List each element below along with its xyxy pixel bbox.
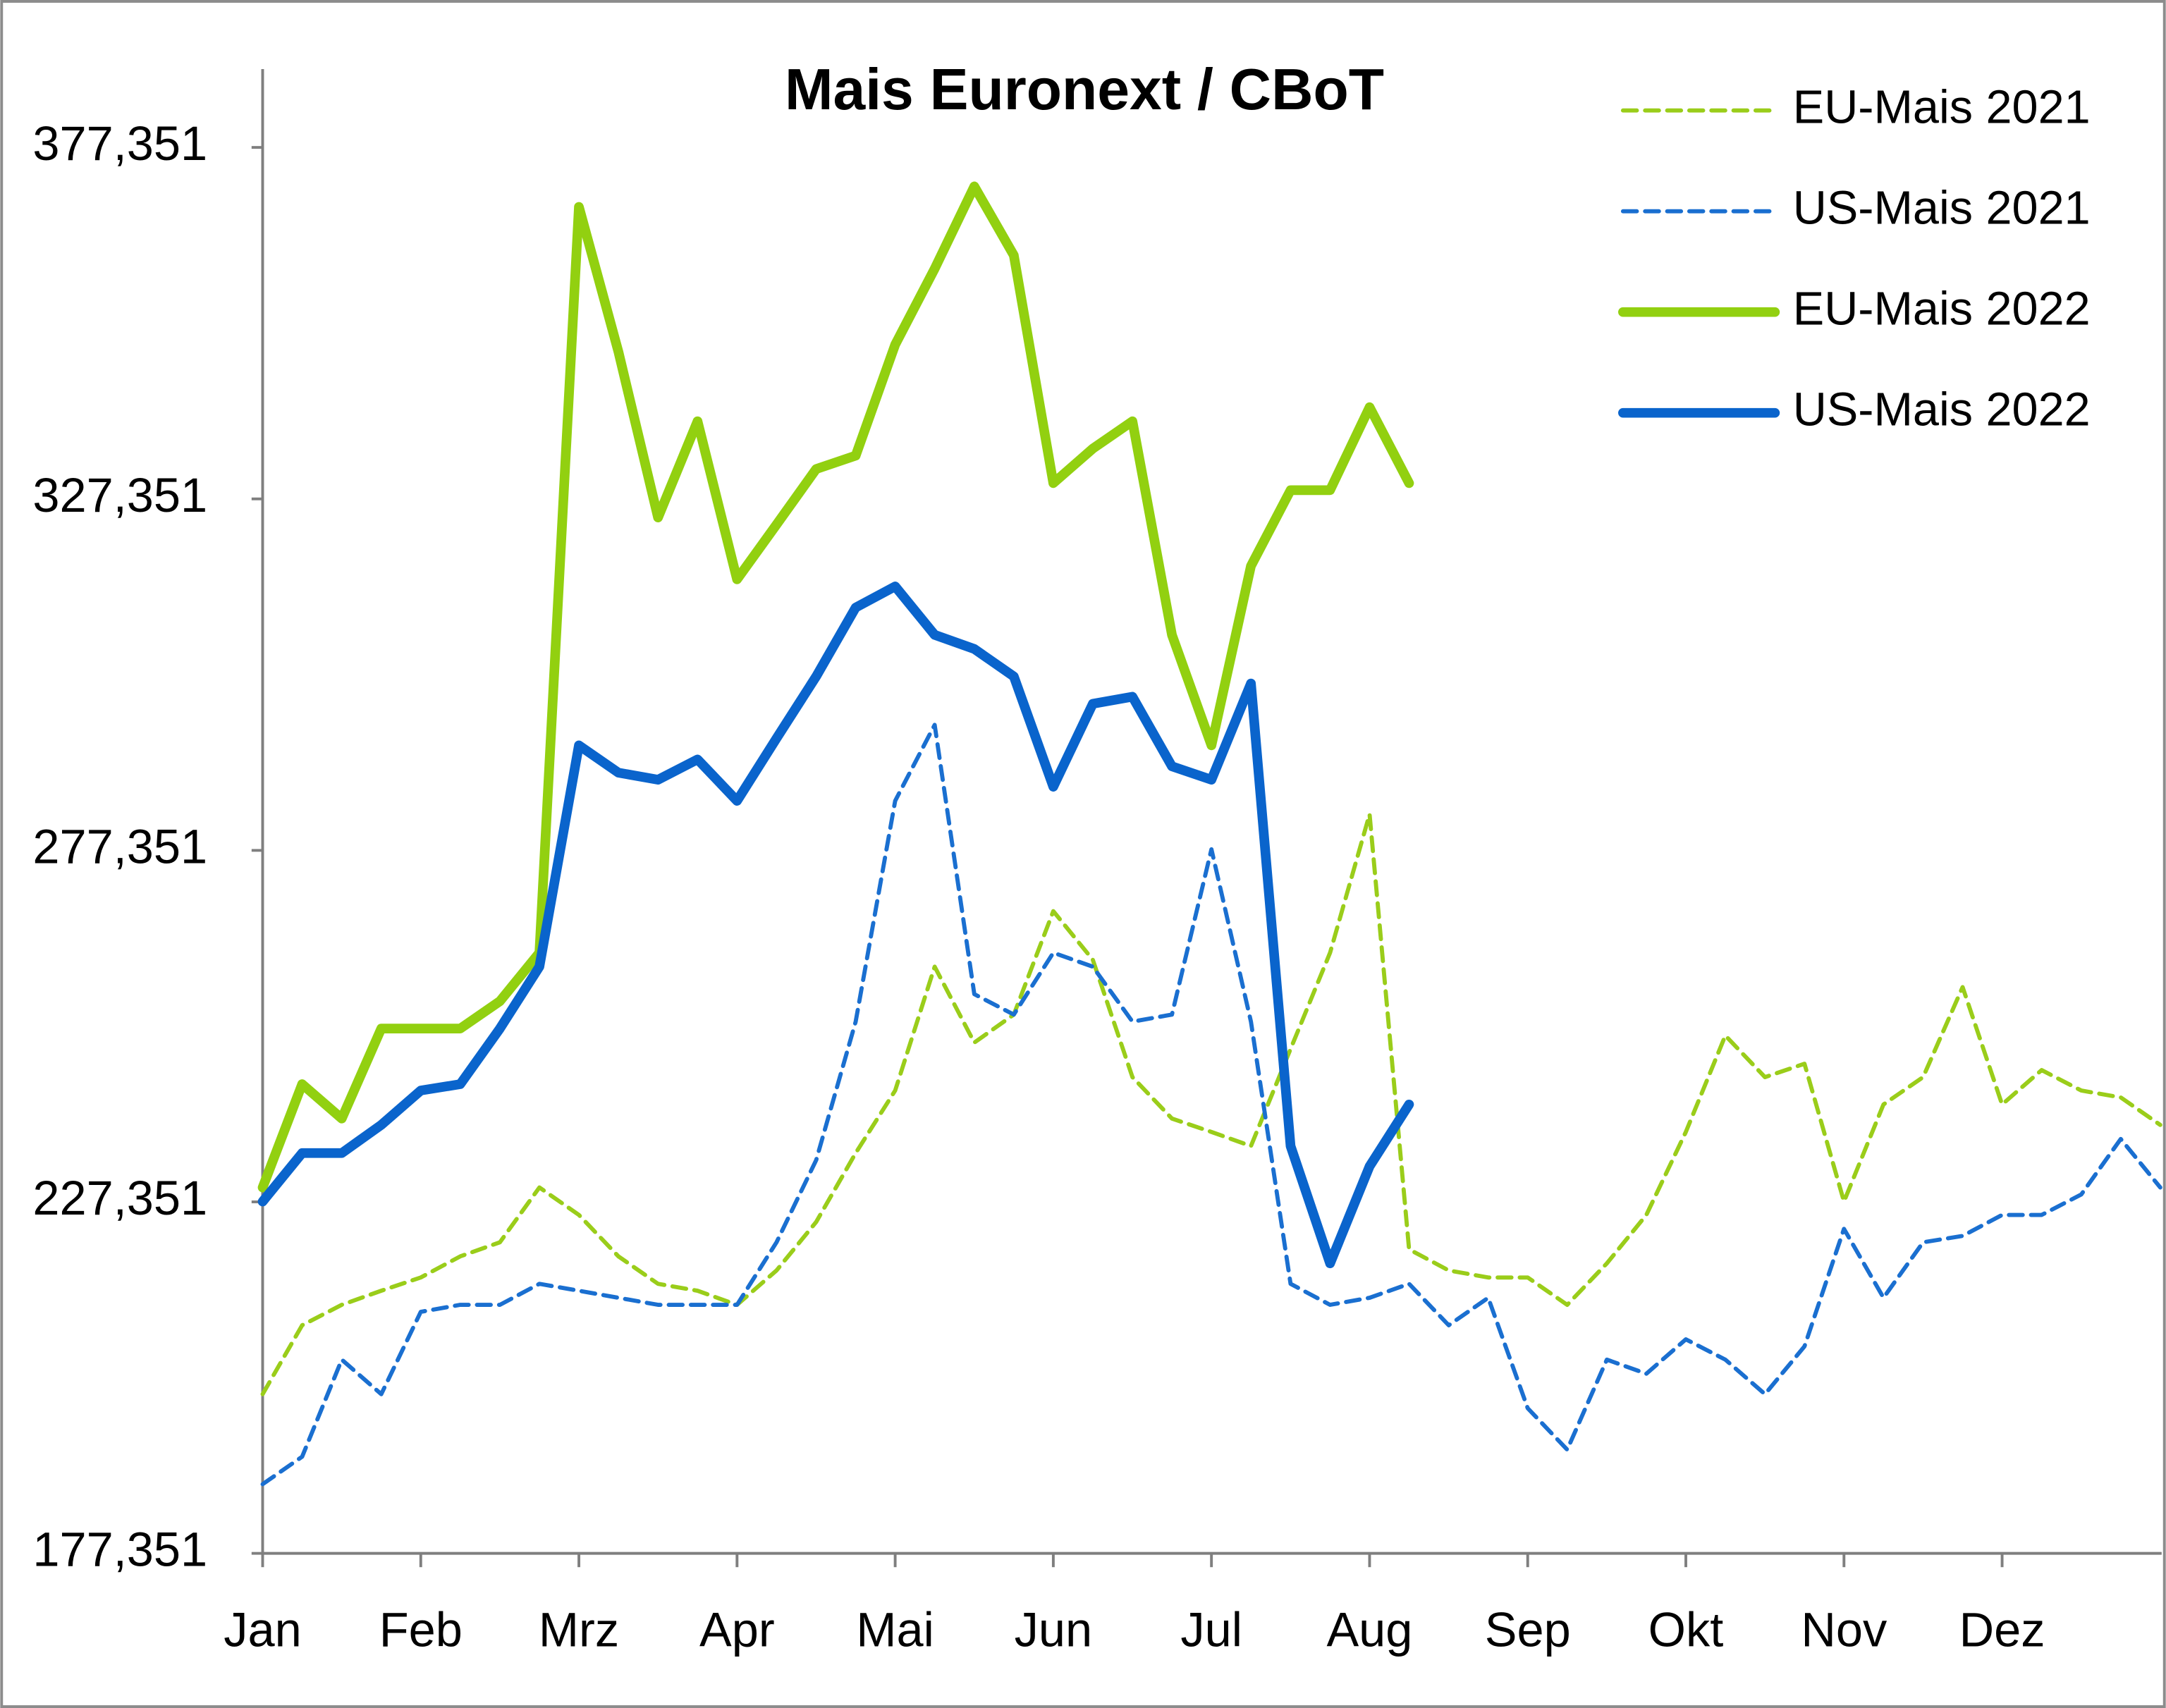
- x-tick-label: Feb: [379, 1602, 463, 1657]
- x-tick-label: Okt: [1648, 1602, 1724, 1657]
- x-tick-label: Aug: [1326, 1602, 1412, 1657]
- series-line: [257, 582, 1414, 1269]
- x-tick-label: Mrz: [539, 1602, 619, 1657]
- series-line: [257, 181, 1414, 1193]
- chart-title: Mais Euronext / CBoT: [785, 58, 1384, 122]
- x-tick-label: Apr: [699, 1602, 775, 1657]
- series-line: [260, 812, 2162, 1396]
- x-tick-label: Nov: [1801, 1602, 1887, 1657]
- x-tick-label: Jan: [224, 1602, 302, 1657]
- x-tick-label: Sep: [1485, 1602, 1571, 1657]
- y-tick-label: 227,351: [32, 1171, 207, 1225]
- y-tick-label: 177,351: [32, 1523, 207, 1577]
- legend-label: US-Mais 2022: [1793, 383, 2091, 436]
- y-tick-label: 327,351: [32, 468, 207, 522]
- x-tick-label: Dez: [1959, 1602, 2045, 1657]
- x-tick-label: Jun: [1015, 1602, 1093, 1657]
- legend-label: EU-Mais 2022: [1793, 283, 2091, 335]
- legend-label: EU-Mais 2021: [1793, 81, 2091, 133]
- y-tick-label: 277,351: [32, 819, 207, 873]
- series-line: [260, 723, 2162, 1487]
- y-tick-label: 377,351: [32, 116, 207, 171]
- legend-label: US-Mais 2021: [1793, 182, 2091, 234]
- x-tick-label: Jul: [1180, 1602, 1242, 1657]
- x-tick-label: Mai: [856, 1602, 934, 1657]
